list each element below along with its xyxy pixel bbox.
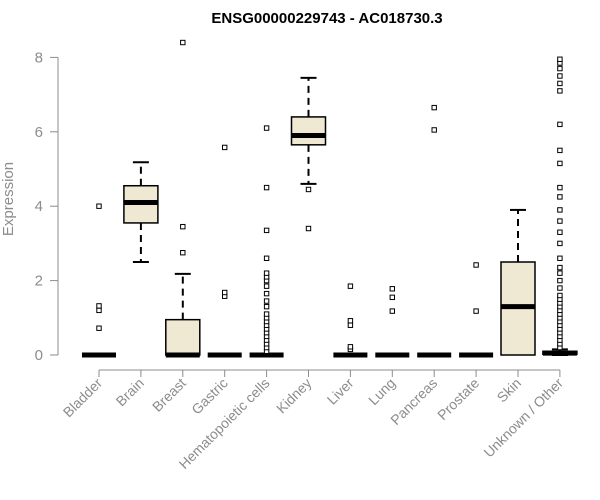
outlier-point bbox=[557, 207, 563, 213]
outlier-point bbox=[263, 290, 270, 297]
outlier-point bbox=[263, 298, 270, 304]
box-skin bbox=[500, 208, 536, 356]
outlier-point bbox=[557, 277, 563, 284]
outlier-point bbox=[389, 308, 396, 314]
x-tick-label: Kidney bbox=[273, 375, 315, 417]
outlier-point bbox=[263, 255, 270, 261]
outlier-point bbox=[263, 311, 270, 317]
outlier-point bbox=[557, 88, 563, 94]
box-brain bbox=[123, 161, 159, 263]
outlier-point bbox=[431, 104, 437, 111]
box-pancreas bbox=[417, 104, 452, 358]
box-liver bbox=[333, 283, 368, 358]
outlier-point bbox=[263, 125, 270, 131]
outlier-point bbox=[557, 194, 563, 200]
outlier-point bbox=[557, 56, 563, 62]
outlier-point bbox=[347, 344, 354, 350]
outlier-point bbox=[557, 218, 563, 224]
x-tick-label: Skin bbox=[494, 375, 525, 406]
outlier-point bbox=[557, 292, 563, 299]
outlier-point bbox=[557, 270, 563, 276]
outlier-point bbox=[263, 184, 270, 191]
outlier-point bbox=[263, 227, 270, 234]
box-lung bbox=[375, 286, 410, 358]
outlier-point bbox=[222, 144, 228, 151]
box-unknown-other bbox=[542, 56, 578, 356]
outlier-point bbox=[305, 225, 312, 232]
outlier-point bbox=[557, 73, 563, 79]
outlier-point bbox=[431, 127, 437, 133]
outlier-point bbox=[263, 270, 270, 276]
outlier-point bbox=[222, 289, 228, 296]
y-axis-label: Expression bbox=[0, 162, 17, 236]
outlier-point bbox=[473, 262, 479, 268]
outlier-point bbox=[557, 184, 563, 191]
outlier-point bbox=[557, 65, 563, 72]
x-tick-label: Unknown / Other bbox=[480, 375, 566, 461]
x-tick-label: Liver bbox=[324, 375, 357, 408]
y-tick-label: 8 bbox=[35, 49, 43, 66]
outlier-point bbox=[557, 160, 563, 167]
outlier-point bbox=[180, 39, 186, 46]
boxes bbox=[82, 39, 578, 358]
outlier-point bbox=[557, 229, 563, 235]
box-gastric bbox=[207, 144, 242, 358]
outlier-point bbox=[473, 308, 479, 314]
outlier-point bbox=[557, 264, 563, 271]
outlier-point bbox=[263, 283, 270, 289]
box-body bbox=[165, 318, 201, 356]
x-tick-label: Lung bbox=[365, 375, 398, 408]
outlier-point bbox=[263, 303, 270, 310]
x-tick-label: Brain bbox=[113, 375, 147, 409]
outlier-point bbox=[347, 318, 354, 324]
box-body bbox=[290, 116, 327, 146]
box-hematopoietic-cells bbox=[249, 125, 284, 358]
box-breast bbox=[165, 39, 201, 358]
y-tick-label: 2 bbox=[35, 273, 43, 290]
x-tick-label: Pancreas bbox=[387, 375, 440, 428]
box-prostate bbox=[459, 262, 494, 358]
y-tick-label: 4 bbox=[35, 198, 43, 215]
x-tick-label: Bladder bbox=[60, 375, 106, 421]
outlier-point bbox=[389, 294, 396, 301]
outlier-point bbox=[347, 322, 354, 328]
outlier-point bbox=[389, 286, 396, 292]
outlier-point bbox=[557, 147, 563, 154]
outlier-point bbox=[557, 255, 563, 261]
x-tick-label: Prostate bbox=[434, 375, 482, 423]
outlier-point bbox=[180, 223, 186, 230]
outlier-point bbox=[96, 303, 102, 309]
outlier-point bbox=[347, 283, 354, 289]
y-axis: 0 2 4 6 8 bbox=[35, 49, 59, 364]
box-bladder bbox=[82, 203, 116, 358]
y-tick-label: 0 bbox=[35, 347, 43, 364]
y-tick-label: 6 bbox=[35, 124, 43, 141]
outlier-point bbox=[557, 121, 563, 128]
outlier-point bbox=[96, 307, 102, 314]
outlier-point bbox=[180, 250, 186, 256]
outlier-point bbox=[557, 285, 563, 291]
outlier-point bbox=[96, 203, 102, 209]
box-kidney bbox=[290, 76, 327, 232]
x-tick-label: Breast bbox=[149, 375, 189, 415]
chart-title: ENSG00000229743 - AC018730.3 bbox=[211, 10, 442, 27]
outlier-point bbox=[96, 325, 102, 331]
outlier-point bbox=[557, 240, 563, 247]
outlier-point bbox=[557, 80, 563, 87]
outlier-point bbox=[305, 186, 312, 193]
